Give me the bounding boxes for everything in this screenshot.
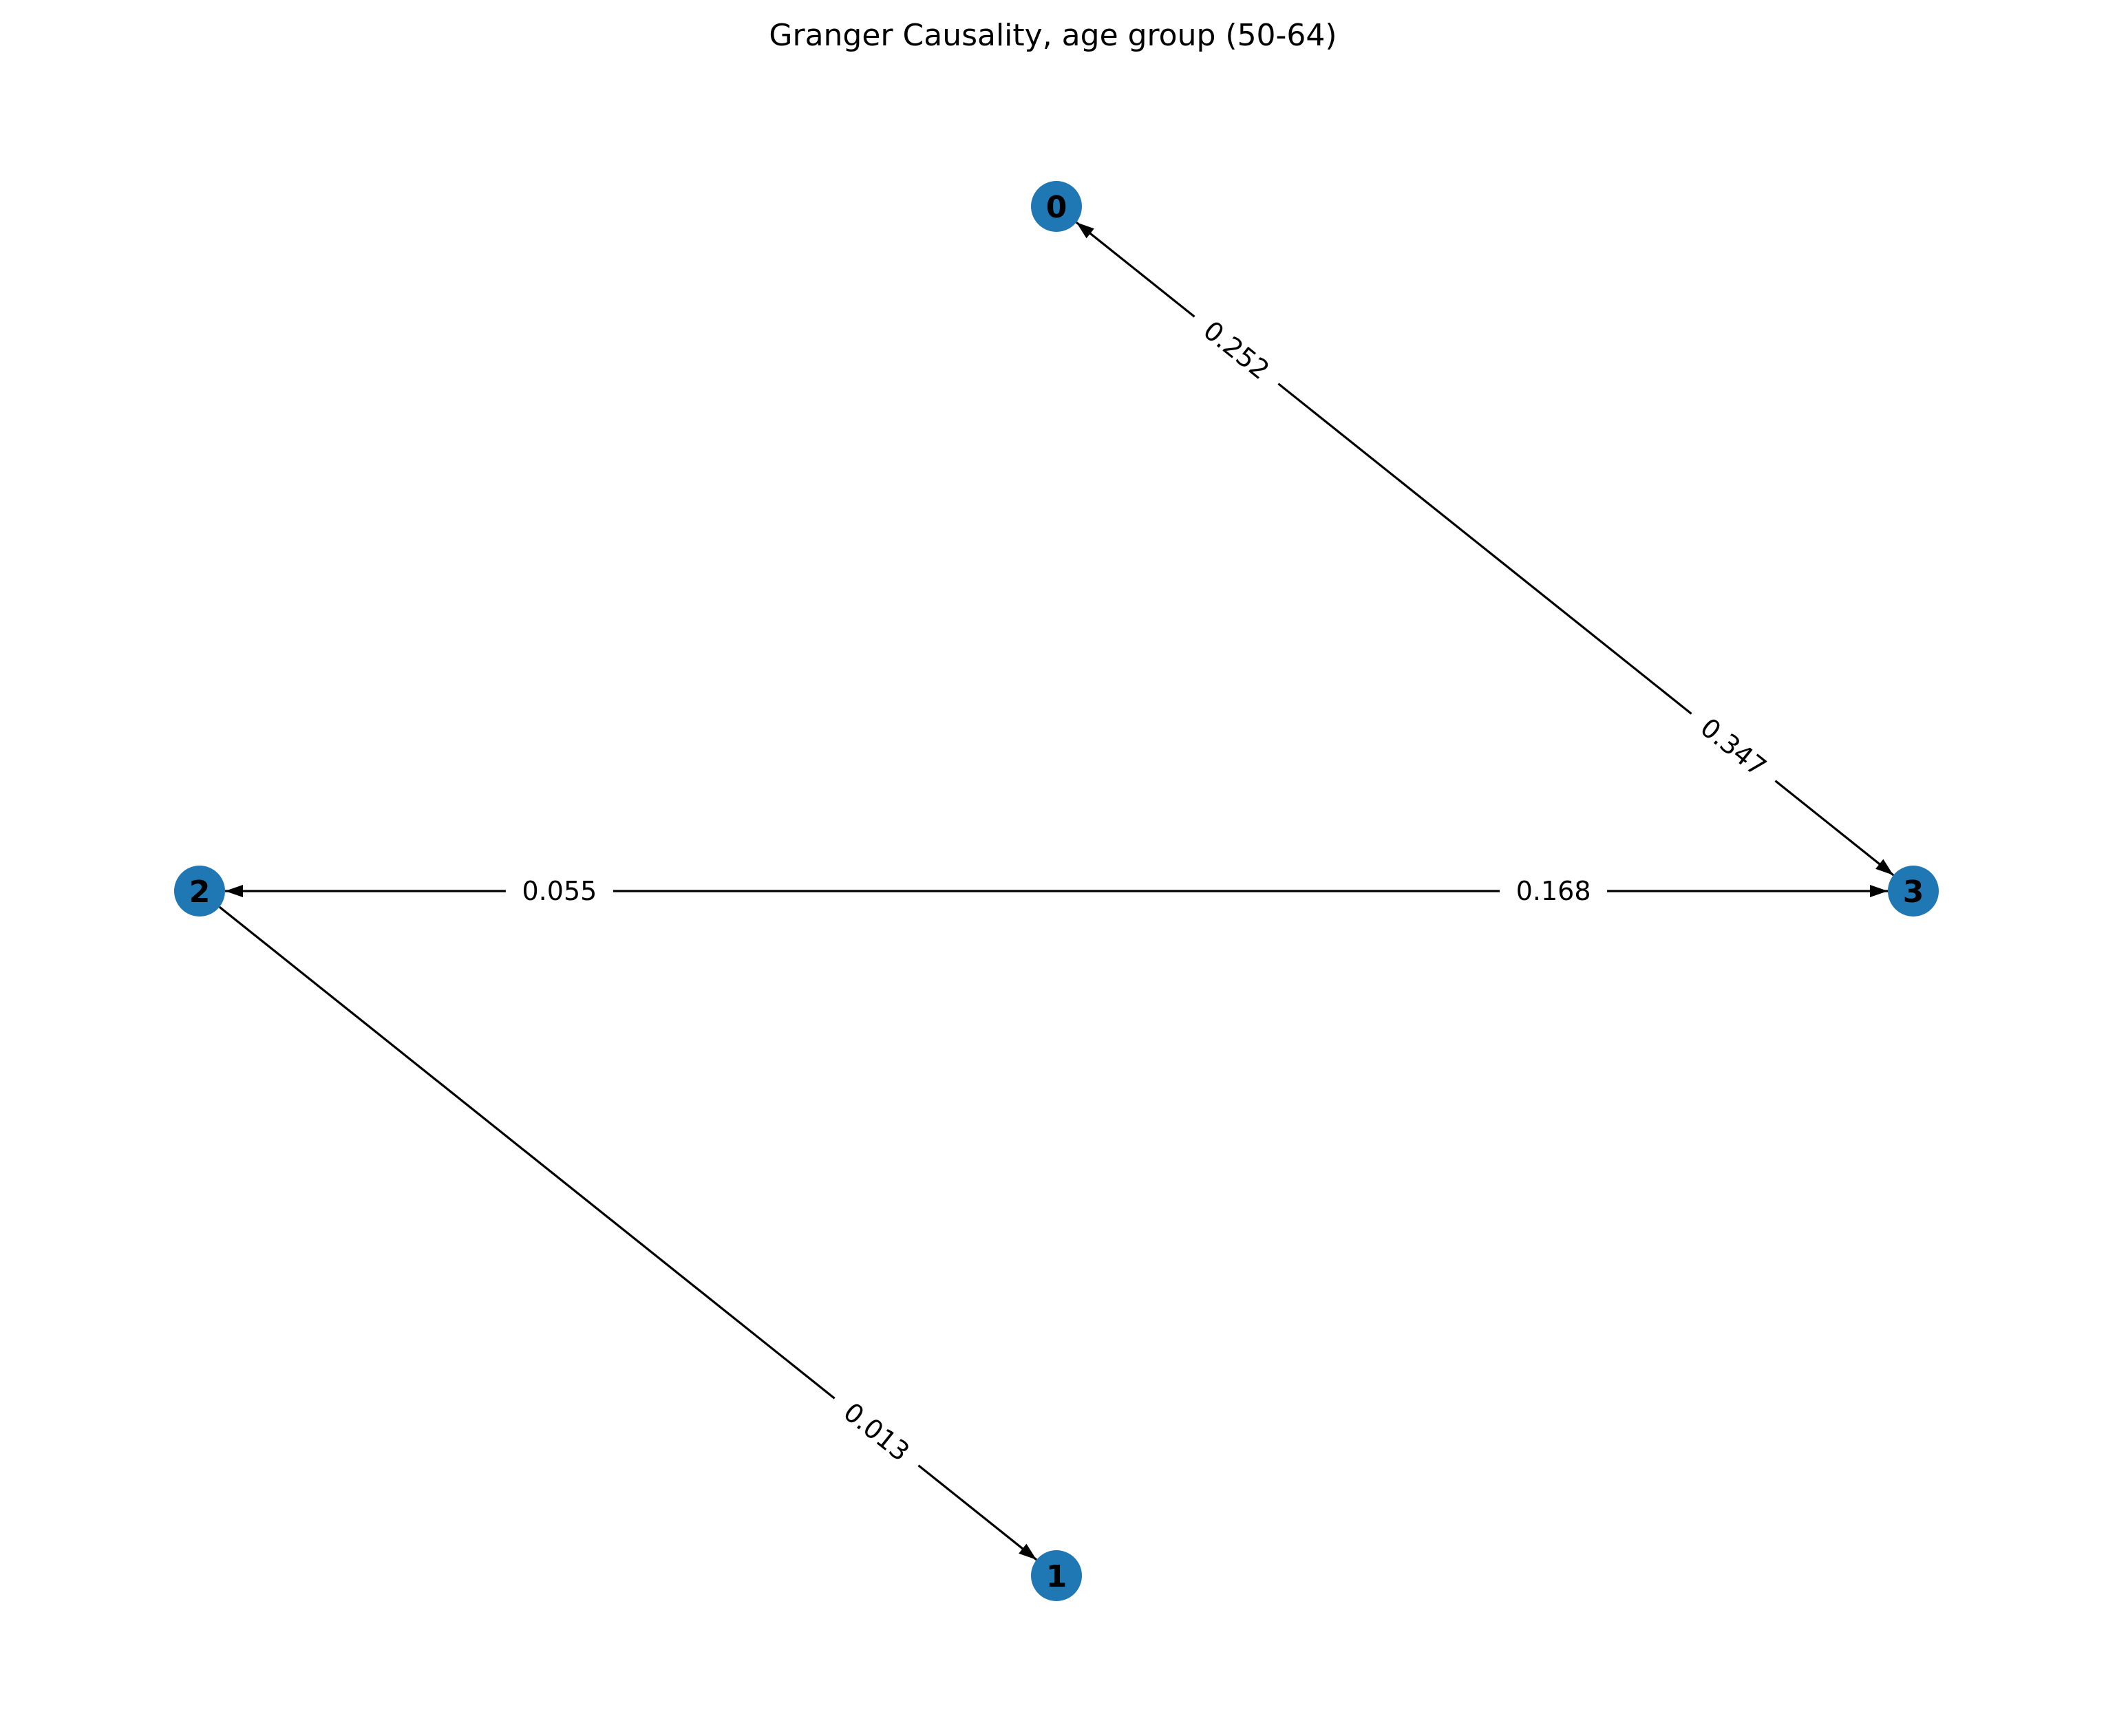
node-label: 3 [1903, 875, 1924, 910]
edge-label-background [1500, 873, 1608, 909]
node-0: 0 [1031, 181, 1082, 232]
edge-arrowhead-2-to-1 [1019, 1543, 1037, 1560]
node-label: 0 [1046, 190, 1067, 225]
edge-arrowhead-0-to-3 [1875, 859, 1894, 875]
node-circle [1031, 1550, 1082, 1601]
graph-title: Granger Causality, age group (50-64) [769, 18, 1337, 53]
edge-weight-label: 0.168 [1516, 876, 1591, 906]
edge-label-background [505, 873, 613, 909]
node-circle [1888, 866, 1939, 917]
edge-arrowhead-2-to-3 [1870, 885, 1888, 897]
edge-label-2-to-3: 0.168 [1500, 873, 1608, 909]
edge-arrowhead-3-to-2 [225, 885, 243, 897]
node-3: 3 [1888, 866, 1939, 917]
nodes-layer: 0 1 2 3 [174, 181, 1939, 1601]
edge-label-background [1183, 302, 1290, 398]
node-label: 1 [1046, 1559, 1067, 1594]
edge-label-background [1680, 700, 1787, 795]
edge-label-3-to-2: 0.055 [505, 873, 613, 909]
edge-weight-label: 0.055 [522, 876, 597, 906]
edge-label-background [823, 1384, 930, 1480]
node-1: 1 [1031, 1550, 1082, 1601]
node-circle [174, 866, 225, 917]
node-label: 2 [189, 875, 211, 910]
edge-arrowhead-3-to-0 [1076, 222, 1094, 239]
node-circle [1031, 181, 1082, 232]
node-2: 2 [174, 866, 225, 917]
